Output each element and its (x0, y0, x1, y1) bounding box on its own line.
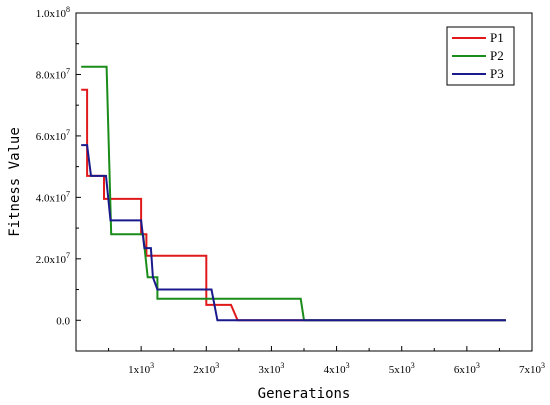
series-line-p2 (81, 65, 506, 322)
legend-label-p1: P1 (490, 30, 504, 45)
series-line-p3 (81, 144, 506, 322)
y-tick-label: 0.0 (56, 315, 70, 327)
x-tick-label: 3x103 (258, 361, 284, 376)
series-lines (81, 65, 506, 322)
x-axis-ticks: 1x103 2x103 3x103 4x103 5x103 6x103 7x103 (108, 346, 545, 376)
y-tick-label: 8.0x107 (36, 66, 70, 81)
legend-label-p3: P3 (490, 66, 504, 81)
y-axis-title: Fitness Value (7, 127, 23, 237)
y-tick-label: 6.0x107 (36, 128, 70, 143)
series-line-p1 (81, 88, 506, 322)
x-tick-label: 2x103 (193, 361, 219, 376)
x-tick-label: 5x103 (389, 361, 415, 376)
x-tick-label: 1x103 (128, 361, 154, 376)
y-tick-label: 1.0x108 (36, 5, 70, 20)
x-tick-label: 4x103 (324, 361, 350, 376)
legend: P1 P2 P3 (446, 26, 515, 86)
x-tick-label: 7x103 (519, 361, 545, 376)
x-tick-label: 6x103 (454, 361, 480, 376)
y-tick-label: 4.0x107 (36, 189, 70, 204)
y-tick-label: 2.0x107 (36, 251, 70, 266)
y-axis-ticks: 0.0 2.0x107 4.0x107 6.0x107 8.0x107 1.0x108 (36, 5, 81, 327)
x-axis-title: Generations (258, 386, 351, 402)
legend-label-p2: P2 (490, 48, 504, 63)
